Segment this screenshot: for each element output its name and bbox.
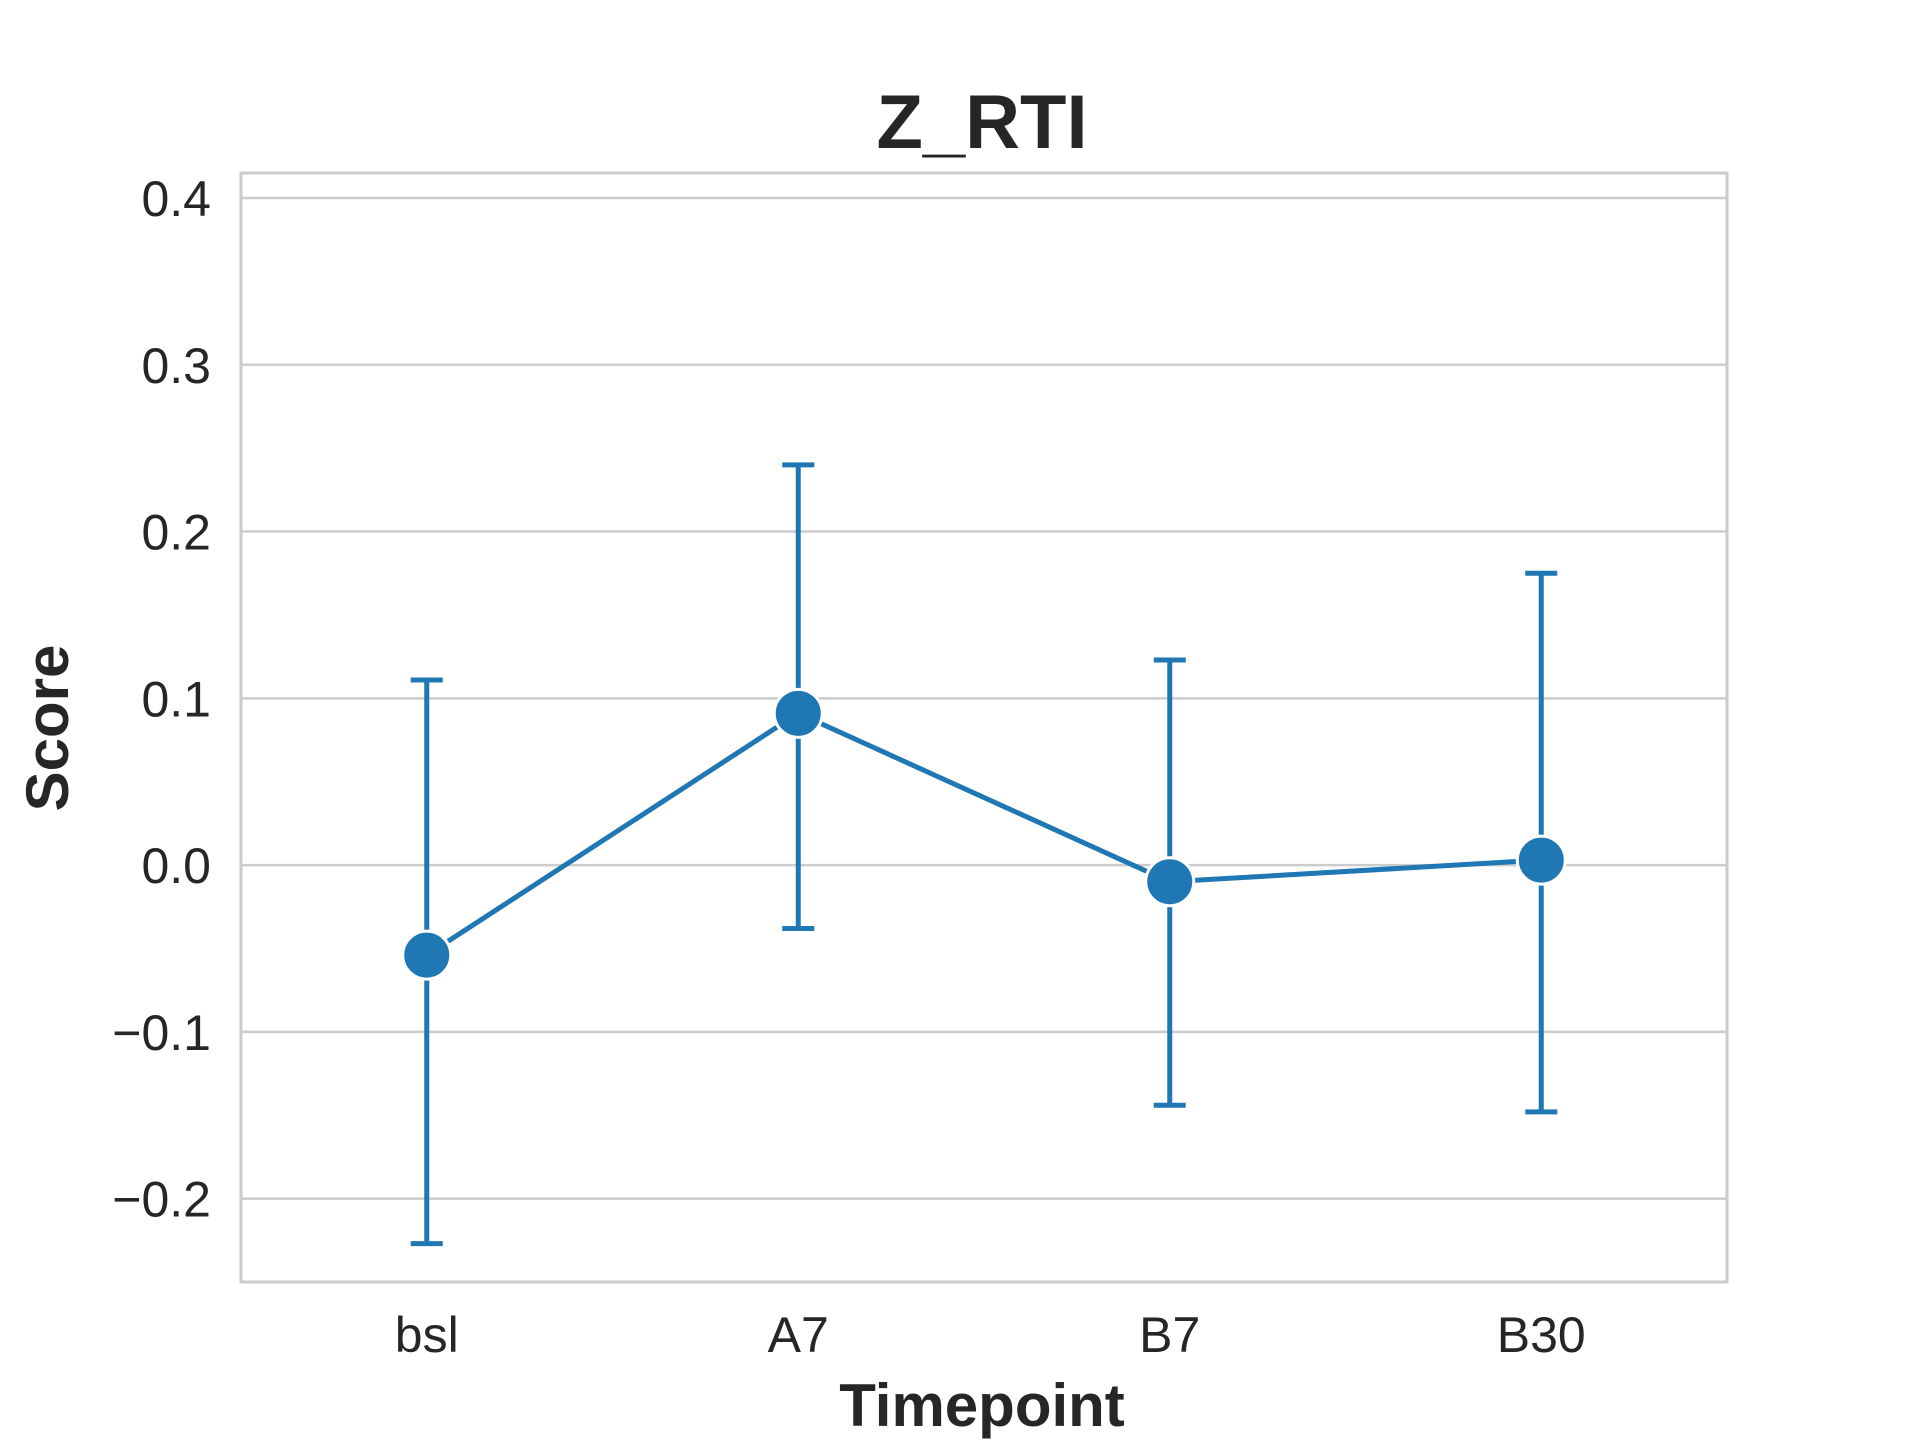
y-axis-ticks: −0.2 −0.1 0.0 0.1 0.2 0.3 0.4: [112, 171, 211, 1228]
y-axis-label: Score: [14, 645, 81, 812]
chart-title: Z_RTI: [876, 80, 1087, 165]
series-line: [425, 710, 1542, 958]
x-tick-label: B30: [1497, 1307, 1586, 1363]
grid: [241, 196, 1727, 1200]
y-tick-label: 0.2: [141, 505, 211, 561]
data-point: [1515, 834, 1567, 886]
y-tick-label: −0.1: [112, 1005, 211, 1061]
x-tick-label: bsl: [395, 1307, 459, 1363]
x-tick-label: A7: [768, 1307, 829, 1363]
data-point: [401, 929, 453, 981]
y-tick-label: 0.3: [141, 338, 211, 394]
data-point: [772, 687, 824, 739]
y-tick-label: 0.1: [141, 671, 211, 727]
plot-frame: [239, 171, 1729, 1284]
y-tick-label: −0.2: [112, 1172, 211, 1228]
x-axis-label: Timepoint: [839, 1372, 1125, 1439]
y-tick-label: 0.0: [141, 838, 211, 894]
x-tick-label: B7: [1139, 1307, 1200, 1363]
y-tick-label: 0.4: [141, 171, 211, 227]
x-axis-ticks: bsl A7 B7 B30: [395, 1307, 1586, 1363]
data-points: [401, 687, 1567, 981]
data-point: [1144, 856, 1196, 908]
